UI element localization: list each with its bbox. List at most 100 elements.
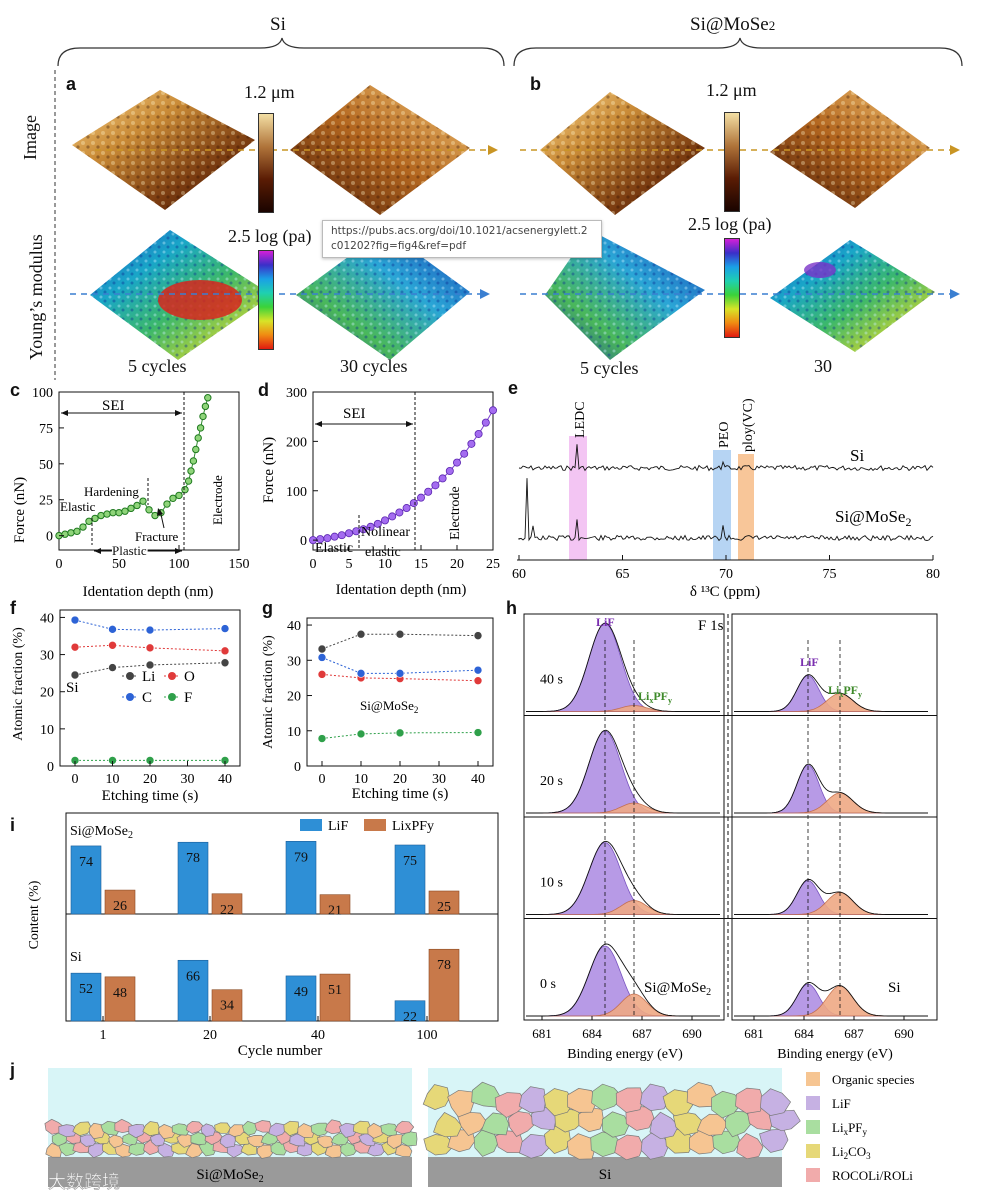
c-point — [184, 477, 193, 485]
h-lixpfy-label-left: LixPFy — [638, 689, 672, 705]
series-Li-point — [356, 629, 366, 639]
series-C-point — [145, 625, 155, 635]
caption-b-left: 5 cycles — [580, 358, 639, 378]
j-right-particle — [471, 1081, 501, 1108]
j-left-particle — [58, 1124, 78, 1138]
i-bottom-bar-LiF-100 — [394, 1000, 426, 1022]
d-point — [431, 481, 440, 490]
xtick: 40 — [218, 772, 232, 787]
i-bottom-bar-label: 78 — [437, 958, 451, 973]
g-ylabel: Atomic fraction (%) — [261, 635, 276, 749]
f-sample-label: Si — [66, 680, 79, 696]
j-left-particle — [176, 1133, 195, 1148]
i-xlabel: Cycle number — [238, 1043, 323, 1059]
j-right-particle — [639, 1083, 671, 1111]
j-right-particle — [518, 1086, 547, 1114]
i-legend-lixpfy: LixPFy — [392, 819, 434, 834]
j-left-particle — [386, 1133, 404, 1150]
j-left-particle — [226, 1144, 246, 1159]
link-tooltip[interactable]: https://pubs.acs.org/doi/10.1021/acsener… — [322, 220, 602, 258]
d-point — [359, 525, 368, 534]
panel-d-chart: 0 5 10 15 20 25 0 100 200 300 SEI Elastic Nolinea… — [261, 386, 500, 598]
i-top-bar-LixPFy-100 — [428, 890, 460, 915]
i-top-bar-label: 74 — [79, 855, 93, 870]
h-lif-label-left: LiF — [596, 615, 615, 629]
j-left-particle — [310, 1122, 331, 1137]
d-point — [474, 429, 483, 438]
h-xtick-left: 684 — [582, 1026, 602, 1041]
h-lif-label-right: LiF — [800, 655, 819, 669]
series-C-line — [74, 619, 226, 631]
c-point — [175, 491, 183, 500]
ytick: 20 — [287, 690, 301, 705]
d-point — [345, 529, 354, 538]
h-sample-left: Si@MoSe2 — [644, 980, 711, 998]
d-point — [402, 504, 411, 513]
j-left-particle — [185, 1121, 205, 1134]
caption-a-left: 5 cycles — [128, 356, 187, 376]
j-right-particle — [422, 1084, 450, 1110]
i-bottom-bar-label: 49 — [294, 985, 308, 1000]
j-legend-label: Organic species — [832, 1072, 914, 1087]
caption-a-right: 30 cycles — [340, 356, 408, 376]
h-title: F 1s — [698, 618, 724, 634]
c-xtick: 0 — [56, 557, 63, 572]
height-colorbar-b — [724, 112, 740, 212]
panel-j-letter: j — [10, 1060, 16, 1080]
c-point — [139, 497, 147, 505]
xtick: 10 — [354, 772, 368, 787]
afm-images — [70, 85, 960, 360]
series-C-line — [321, 657, 479, 674]
i-bottom-bar-LixPFy-1 — [104, 976, 136, 1022]
scale-bottom-a: 2.5 log (pa) — [228, 226, 312, 246]
h-xtick-right: 687 — [844, 1026, 864, 1041]
h-right-lixpfy-peak — [734, 792, 924, 814]
c-ylabel: Force (nN) — [12, 477, 28, 543]
i-bottom-bar-LixPFy-40 — [319, 973, 351, 1022]
ytick: 10 — [287, 725, 301, 740]
f-legend-marker — [126, 693, 134, 701]
scale-bottom-b: 2.5 log (pa) — [688, 214, 772, 234]
i-legend-lixpfy-swatch — [364, 819, 386, 831]
series-C-point — [220, 624, 230, 633]
h-right-envelope — [734, 674, 928, 712]
d-nolinear-elastic-label: elastic — [365, 545, 401, 560]
series-F-point — [395, 728, 405, 738]
watermark: 大数跨境 — [48, 1172, 120, 1192]
i-xtick: 20 — [203, 1028, 217, 1043]
i-top-bar-LiF-40 — [285, 841, 317, 915]
j-left-particle — [242, 1120, 258, 1136]
j-rest: PF — [848, 1120, 862, 1135]
c-point — [121, 507, 129, 515]
h-right-envelope — [734, 981, 928, 1017]
d-point — [337, 531, 346, 540]
j-left-label: Si@MoSe2 — [196, 1167, 263, 1185]
series-O-point — [220, 646, 230, 656]
d-point — [330, 532, 339, 541]
i-bottom-bar-LiF-20 — [177, 959, 209, 1022]
h-lixpfy-x: x — [839, 690, 843, 699]
j-right-particle — [711, 1090, 742, 1119]
xtick: 30 — [181, 772, 195, 787]
j-left-particle — [142, 1121, 160, 1137]
c-point — [91, 514, 99, 523]
i-top-bar-label: 75 — [403, 854, 417, 869]
j-legend-swatch — [806, 1144, 820, 1158]
c-fracture-label: Fracture — [135, 529, 179, 544]
i-bottom-bar-LiF-1 — [70, 972, 102, 1022]
series-Li-point — [395, 629, 405, 639]
ytick: 10 — [40, 723, 54, 738]
j-legend-label: LiF — [832, 1096, 851, 1111]
h-left-envelope — [526, 729, 720, 814]
d-curve — [312, 410, 494, 541]
c-point — [196, 424, 205, 432]
j-left-particle — [324, 1119, 343, 1135]
d-point — [467, 439, 476, 448]
d-xtick: 20 — [450, 557, 464, 572]
j-right-particle — [686, 1082, 718, 1108]
panel-e-chart: 60 65 70 75 80 LEDC PEO ploy(VC) Si Si@MoSe2… — [512, 398, 940, 600]
i-bottom-bar-label: 52 — [79, 982, 93, 997]
h-sample-right: Si — [888, 980, 901, 996]
i-top-bar-label: 26 — [113, 899, 127, 914]
h-xlabel-right: Binding energy (eV) — [777, 1047, 893, 1062]
